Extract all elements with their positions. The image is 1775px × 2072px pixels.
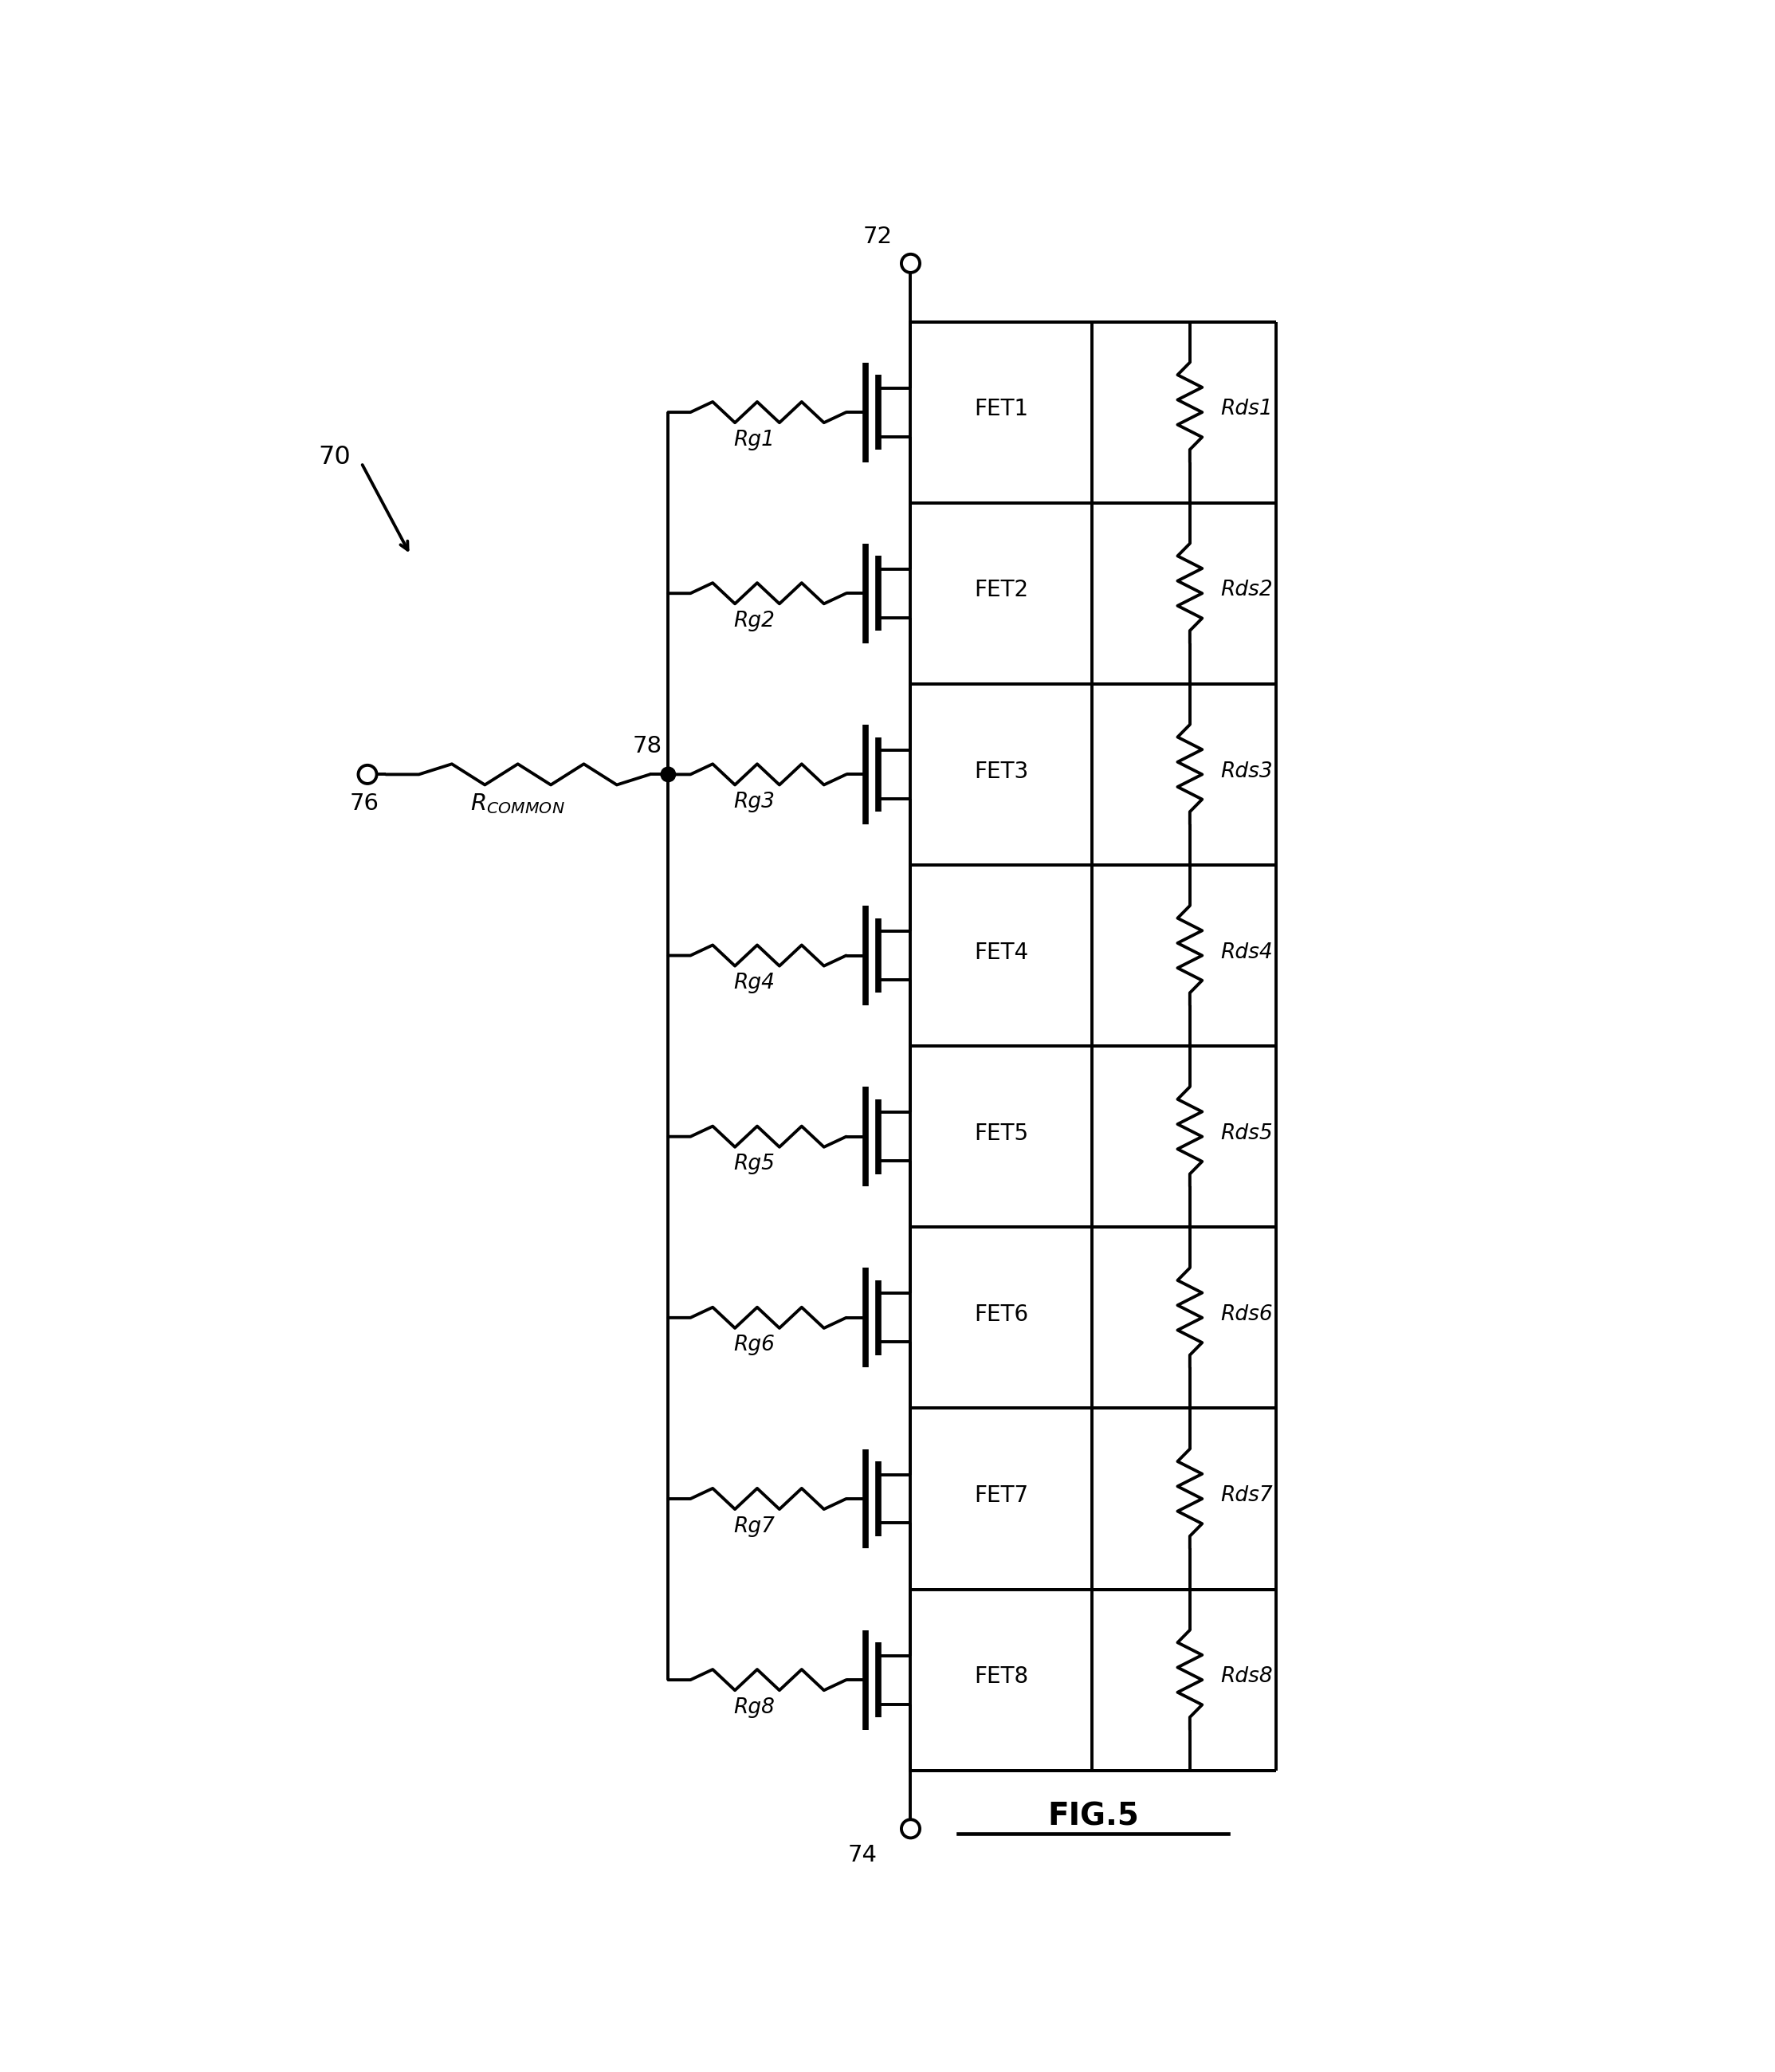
- Text: Rg7: Rg7: [733, 1517, 774, 1537]
- Bar: [911, 1227, 1092, 1409]
- Text: FET3: FET3: [974, 760, 1028, 783]
- Bar: [911, 864, 1092, 1046]
- Text: FIG.5: FIG.5: [1047, 1801, 1140, 1832]
- Bar: [911, 1046, 1092, 1227]
- Text: Rg4: Rg4: [733, 972, 774, 992]
- Text: Rg5: Rg5: [733, 1154, 774, 1175]
- Text: 72: 72: [863, 226, 893, 249]
- Text: Rds6: Rds6: [1221, 1303, 1273, 1324]
- Text: 78: 78: [632, 736, 662, 756]
- Text: Rg3: Rg3: [733, 792, 774, 812]
- Text: Rg2: Rg2: [733, 611, 774, 632]
- Text: Rds7: Rds7: [1221, 1486, 1273, 1506]
- Text: Rds4: Rds4: [1221, 943, 1273, 963]
- Text: FET5: FET5: [974, 1123, 1028, 1144]
- Text: 74: 74: [847, 1844, 877, 1867]
- Text: FET4: FET4: [974, 941, 1028, 963]
- Bar: [911, 1409, 1092, 1589]
- Text: 70: 70: [318, 445, 351, 468]
- Text: FET1: FET1: [974, 398, 1028, 421]
- Text: Rg8: Rg8: [733, 1697, 774, 1718]
- Text: Rg1: Rg1: [733, 429, 774, 450]
- Text: Rds1: Rds1: [1221, 398, 1273, 419]
- Bar: [911, 321, 1092, 503]
- Text: FET2: FET2: [974, 578, 1028, 601]
- Bar: [911, 1589, 1092, 1769]
- Bar: [911, 503, 1092, 684]
- Text: FET7: FET7: [974, 1484, 1028, 1506]
- Text: Rds2: Rds2: [1221, 580, 1273, 601]
- Text: 76: 76: [350, 794, 380, 814]
- Bar: [911, 684, 1092, 864]
- Text: FET8: FET8: [974, 1666, 1028, 1689]
- Text: R$_\mathregular{COMMON}$: R$_\mathregular{COMMON}$: [470, 792, 564, 816]
- Text: FET6: FET6: [974, 1303, 1028, 1326]
- Circle shape: [660, 767, 676, 781]
- Text: Rds8: Rds8: [1221, 1666, 1273, 1687]
- Text: Rg6: Rg6: [733, 1334, 774, 1355]
- Text: Rds3: Rds3: [1221, 760, 1273, 781]
- Text: Rds5: Rds5: [1221, 1123, 1273, 1144]
